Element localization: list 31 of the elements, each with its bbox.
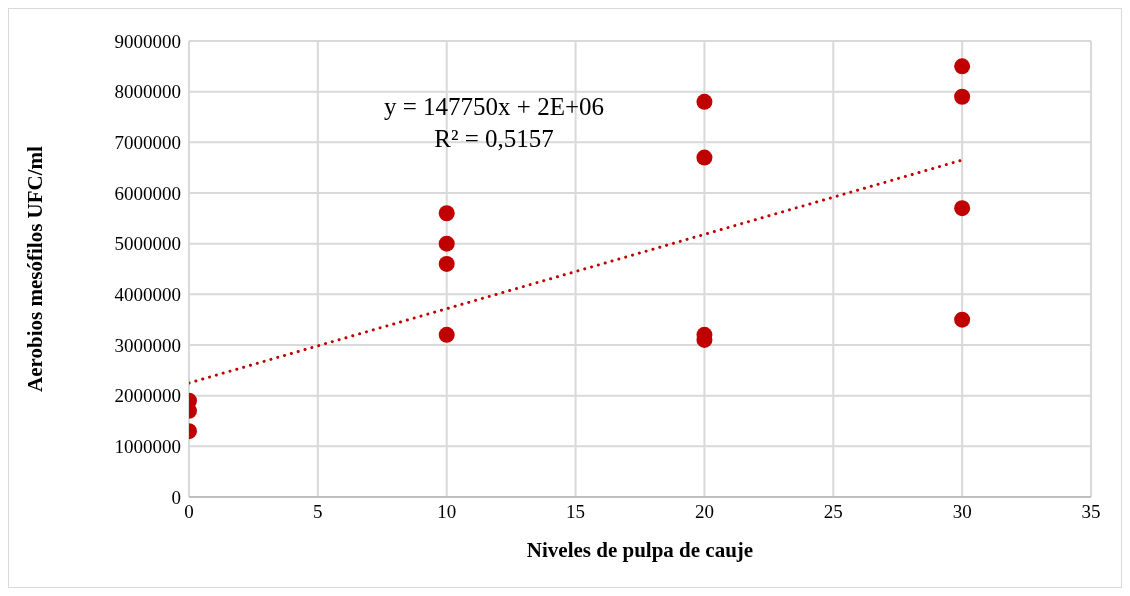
point <box>438 205 455 222</box>
x-tick-label: 20 <box>694 501 714 523</box>
y-tick-label: 5000000 <box>114 233 181 255</box>
y-tick-label: 2000000 <box>114 385 181 407</box>
point <box>954 88 971 105</box>
point <box>696 93 713 110</box>
y-tick-label: 3000000 <box>114 334 181 356</box>
x-tick-label: 30 <box>952 501 972 523</box>
x-tick-label: 35 <box>1081 501 1101 523</box>
y-tick-label: 7000000 <box>114 132 181 154</box>
point <box>438 255 455 272</box>
x-tick-label: 5 <box>313 501 323 523</box>
annotation: y = 147750x + 2E+06 <box>382 93 606 121</box>
x-tick-label: 15 <box>566 501 586 523</box>
point <box>954 58 971 75</box>
point <box>954 311 971 328</box>
point <box>954 200 971 217</box>
x-tick-label: 25 <box>823 501 843 523</box>
x-axis-title: Niveles de pulpa de cauje <box>526 538 754 562</box>
y-tick-label: 8000000 <box>114 81 181 103</box>
point <box>438 235 455 252</box>
y-tick-label: 1000000 <box>114 436 181 458</box>
y-tick-label: 0 <box>171 486 181 508</box>
y-tick-label: 9000000 <box>114 30 181 52</box>
annotation: R² = 0,5157 <box>433 125 555 153</box>
point <box>438 326 455 343</box>
point <box>696 149 713 166</box>
y-tick-label: 4000000 <box>114 284 181 306</box>
y-tick-label: 6000000 <box>114 182 181 204</box>
y-axis-title: Aerobios mesófilos UFC/ml <box>23 145 48 392</box>
x-tick-label: 10 <box>437 501 457 523</box>
